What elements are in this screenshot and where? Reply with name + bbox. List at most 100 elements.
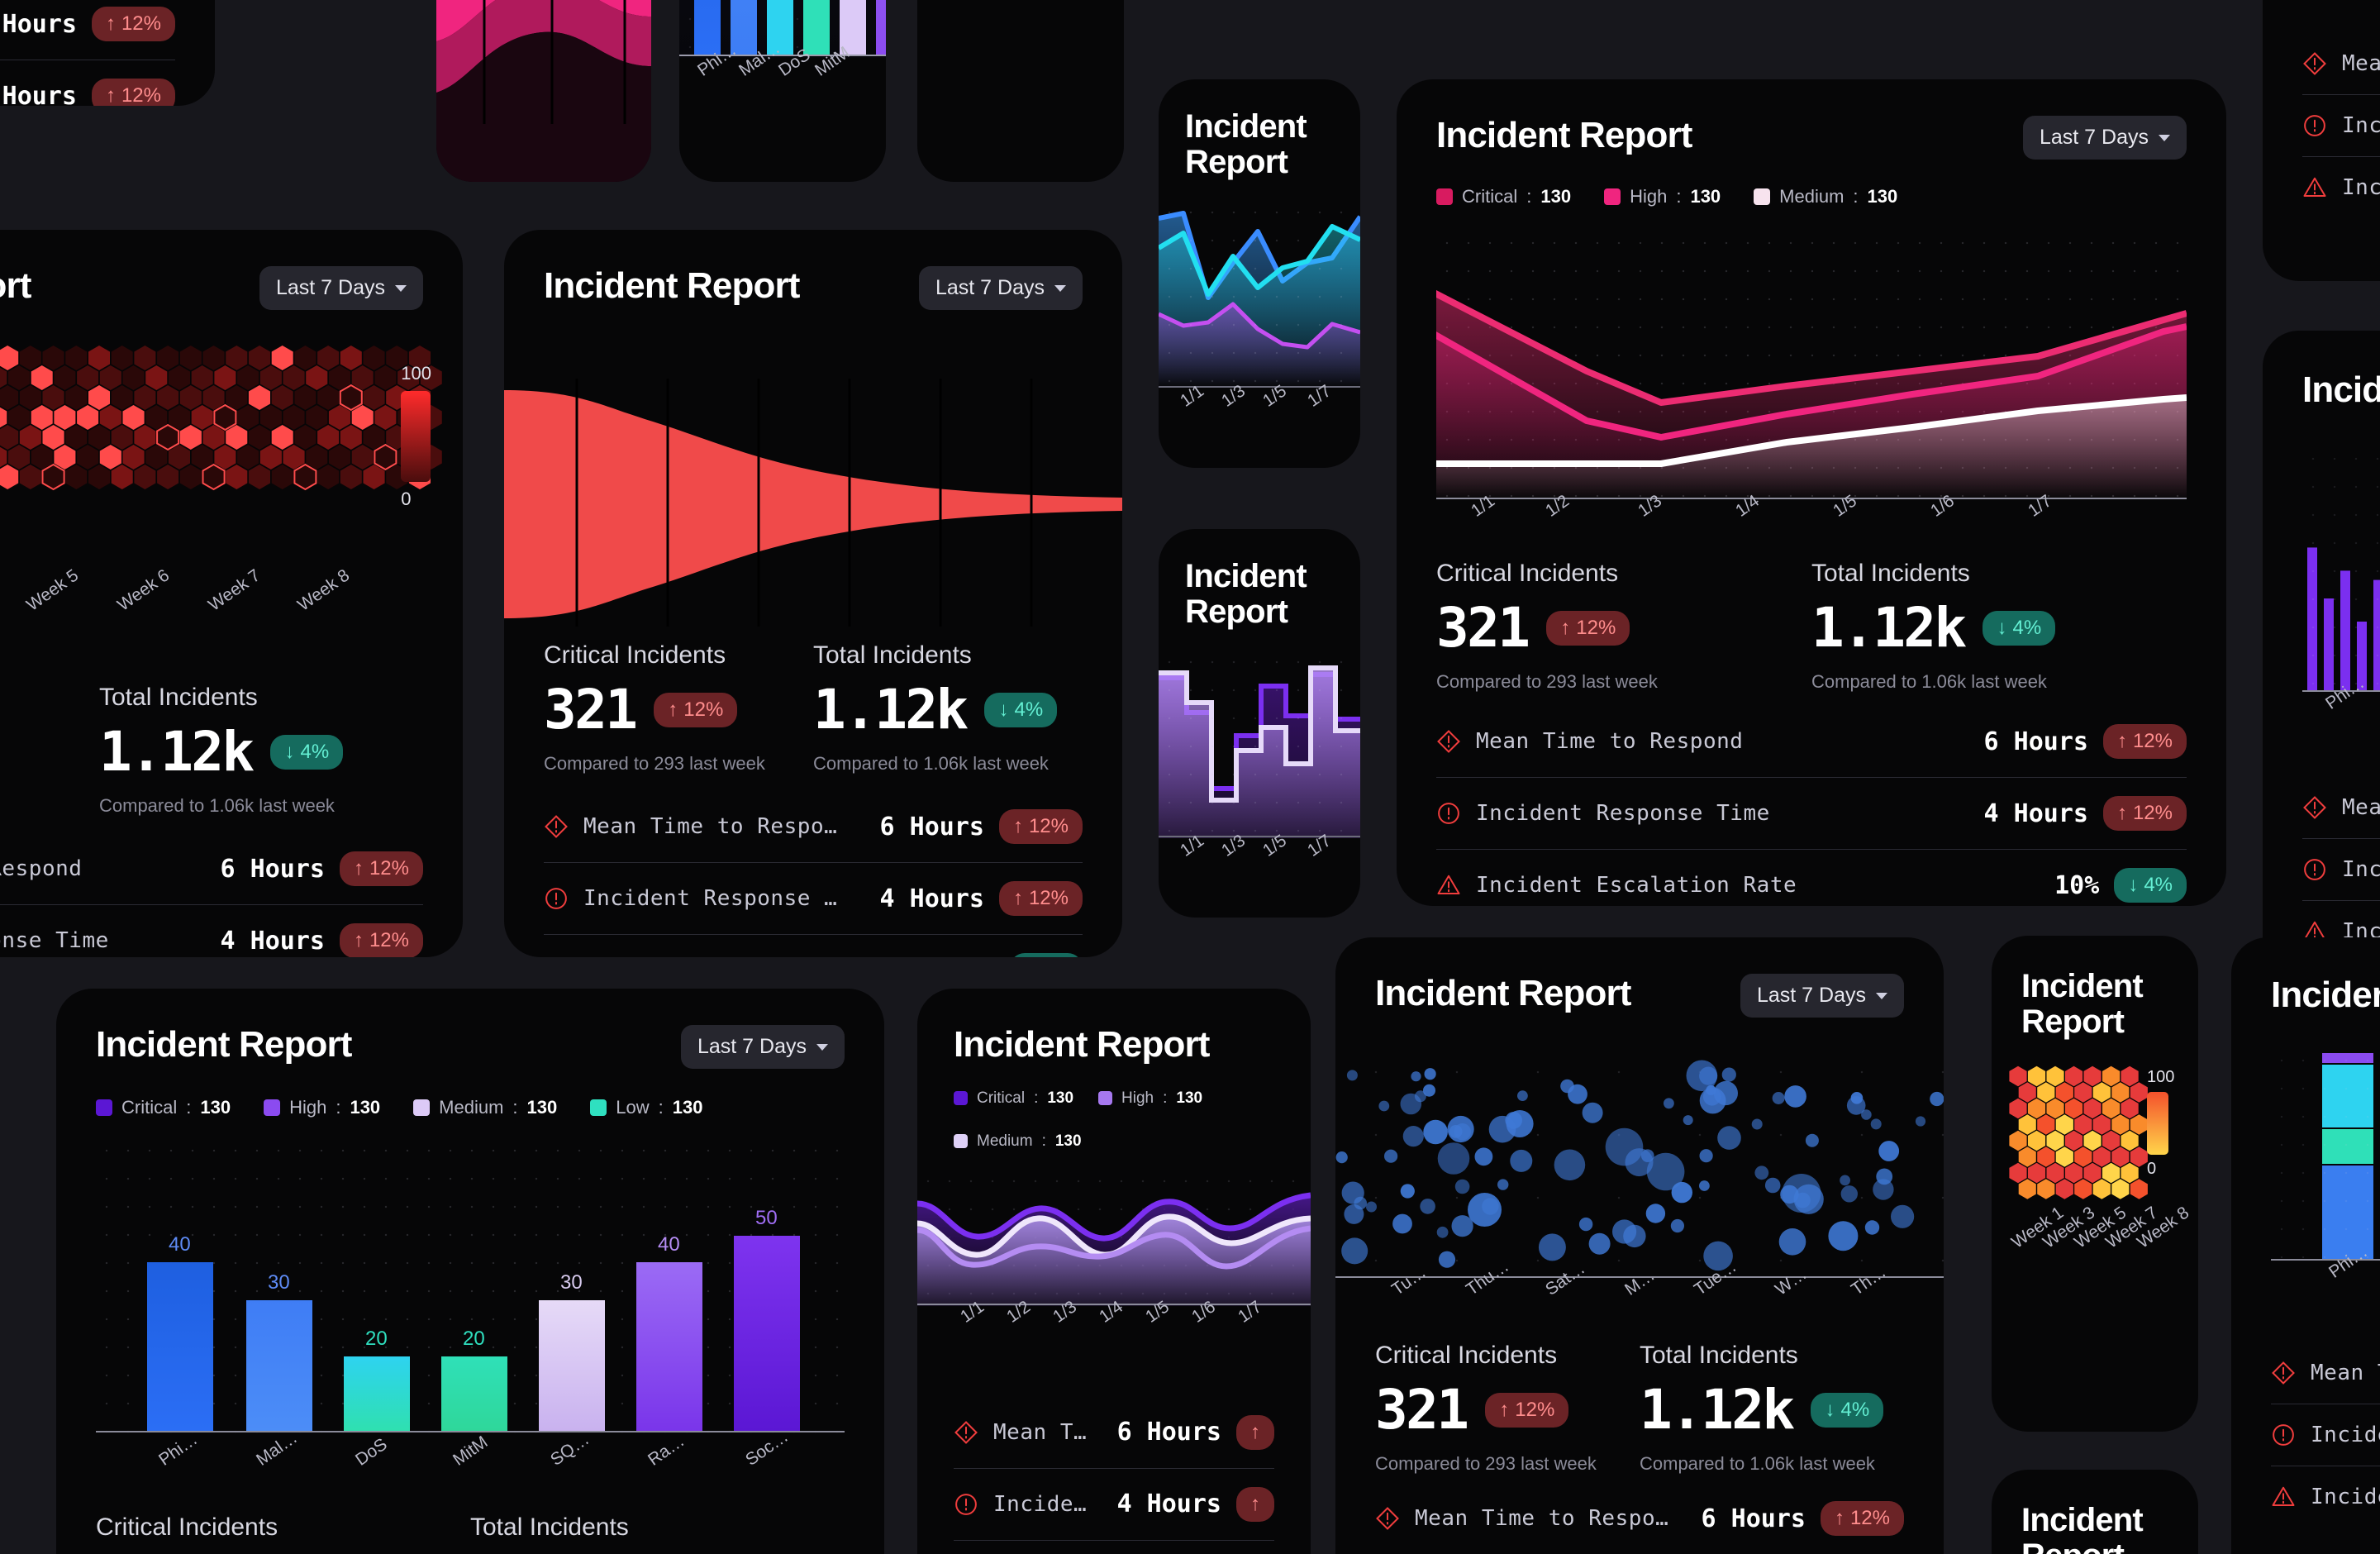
legend-swatch (1098, 1091, 1113, 1106)
kpi-badge: ↑ 12% (91, 7, 175, 41)
svg-text:20: 20 (463, 1328, 485, 1350)
kpi-row: Incident Response Time 4 Hours ↑12% (1436, 777, 2187, 849)
colorbar-max: 100 (401, 363, 431, 384)
range-select-label: Last 7 Days (935, 276, 1045, 299)
card-title: Incident Report (2021, 968, 2144, 1041)
stat-total-incidents: Total Incidents 1.12k ↓ 4% Compared to 1.… (813, 641, 1083, 775)
range-select-label: Last 7 Days (2039, 126, 2149, 149)
card-top-mini-bar: 30 20 20 30 Phi… Mal… DoS MitM (679, 0, 886, 182)
card-top-mini-heat-teal: 0 Week 1 Week 3 Week 5 Week 7 Week 8 (917, 0, 1124, 182)
kpi-badge: ↑ 12% (91, 79, 175, 106)
colorbar-min: 0 (401, 489, 412, 509)
card-title: Incident Report (96, 1024, 352, 1065)
svg-text:40: 40 (658, 1233, 680, 1256)
colorbar-min: 0 (2147, 1160, 2157, 1179)
range-select[interactable]: Last 7 Days (918, 266, 1083, 310)
card-bottom-pink: Incident Report (1992, 1470, 2198, 1554)
legend-item: Critical: 130 (954, 1089, 1073, 1108)
alert-circle-icon (955, 1493, 977, 1515)
range-select-label: Last 7 Days (697, 1035, 807, 1058)
legend-item: Medium: 130 (954, 1132, 1082, 1151)
card-title: Incident Report (1436, 115, 1692, 155)
line-chart (1159, 211, 1360, 389)
bar-chart: 40 30 20 20 30 40 50 (96, 1137, 845, 1449)
kpi-row: Mean T… (2302, 33, 2380, 94)
legend-swatch (954, 1134, 968, 1149)
range-select-label: Last 7 Days (1756, 984, 1866, 1007)
kpi-row: Incident Escalation Rate 10% ↓4% (1436, 849, 2187, 906)
kpi-value: 4 Hours (0, 81, 77, 107)
range-select[interactable]: Last 7 Days (2022, 116, 2187, 160)
alert-diamond-icon (2272, 1361, 2295, 1385)
chart-legend: Critical: 130 High: 130 Medium: 130 Low:… (96, 1097, 845, 1118)
step-area-chart (1159, 665, 1360, 839)
alert-circle-icon (2273, 1423, 2294, 1446)
range-select[interactable]: Last 7 Days (259, 266, 423, 310)
svg-text:30: 30 (268, 1271, 290, 1294)
chevron-down-icon (1054, 284, 1066, 292)
line-chart-pink (1436, 229, 2187, 500)
stream-chart-red (504, 379, 1122, 627)
range-select-label: Last 7 Days (275, 276, 385, 299)
kpi-label: Incide… (2342, 175, 2380, 200)
card-title: Incident (2302, 369, 2380, 410)
kpi-row: Mean Time to Respond 6 Hours ↑12% (1436, 706, 2187, 777)
legend-swatch (96, 1099, 112, 1116)
kpi-row: Mean Time to Respond 6 Hours ↑12% (1375, 1483, 1904, 1554)
kpi-row: Incident Response Time 4 Hours ↑12% (0, 904, 423, 957)
kpi-row: 4 Hours ↑12% (0, 60, 175, 106)
alert-circle-icon (2304, 115, 2325, 136)
legend-swatch (954, 1091, 968, 1106)
range-select[interactable]: Last 7 Days (1740, 974, 1904, 1018)
stat-value: 1.12k (99, 720, 255, 784)
legend-item: High: 130 (264, 1097, 380, 1118)
card-stream-red: Incident Report Last 7 Days Critical Inc… (504, 230, 1122, 957)
legend-item: Critical: 130 (96, 1097, 231, 1118)
stream-chart (436, 0, 651, 182)
alert-diamond-icon (545, 815, 568, 838)
alert-diamond-icon (2303, 52, 2326, 75)
stat-critical-incidents: Critical Incidents 321 ↑12% Compared to … (1375, 1342, 1597, 1474)
card-wave-purple: Incident Report Critical: 130 High: 130 … (917, 989, 1311, 1554)
legend-item: Low: 130 (590, 1097, 702, 1118)
bubble-scatter-chart (1335, 1041, 1944, 1279)
kpi-row: Mean Time to Respond 6 Hours ↑12% (0, 833, 423, 904)
kpi-row: Mean Time… (2271, 1342, 2380, 1404)
chevron-down-icon (1876, 992, 1887, 999)
colorbar (401, 391, 431, 482)
card-title: Incident Report (1185, 108, 1307, 181)
card-bar-gradient: Incident Report Last 7 Days Critical: 13… (56, 989, 884, 1554)
card-hex-heat-red: Incident Report Last 7 Days 100 0 Week 2 (0, 230, 463, 957)
chart-legend: Critical: 130 High: 130 Medium: 130 (1436, 186, 2187, 207)
legend-swatch (1436, 188, 1453, 205)
stat-badge: ↓ 4% (270, 734, 344, 770)
alert-circle-icon (545, 888, 567, 909)
kpi-row: Incident E… 10% ↓ (954, 1539, 1274, 1554)
chevron-down-icon (395, 284, 407, 292)
legend-item: Medium: 130 (413, 1097, 557, 1118)
card-hex-heat-warm: Incident Report 100 0 Week 1 Week 3 Week… (1992, 936, 2198, 1432)
kpi-row: Incident … (2271, 1465, 2380, 1528)
svg-text:50: 50 (755, 1207, 778, 1229)
kpi-row: Mean Time… 6 Hours ↑ (954, 1397, 1274, 1468)
kpi-row: 6 Hours ↑12% (0, 0, 175, 60)
card-right-stacked-bars: Incident Phi… SQ… (2231, 937, 2380, 1554)
card-title: Incident Report (2021, 1502, 2144, 1554)
card-right-partial-kpi: Mean T… Incide… Incide… (2263, 0, 2380, 281)
kpi-value: 6 Hours (0, 9, 77, 39)
stat-total-incidents: Total Incidents 1.12k ↓ 4% Compared to 1.… (1811, 560, 2187, 693)
card-mini-line-teal: Incident Report 1/1 1/3 (1159, 79, 1360, 468)
kpi-row: Incide… (2302, 94, 2380, 156)
chevron-down-icon (816, 1043, 828, 1051)
range-select[interactable]: Last 7 Days (680, 1025, 845, 1069)
wave-area-chart (917, 1166, 1311, 1306)
legend-swatch (264, 1099, 281, 1116)
alert-triangle-icon (2303, 177, 2326, 197)
colorbar-max: 100 (2147, 1068, 2175, 1087)
stat-total-incidents: Total Incidents 1.12k ↓4% (470, 1513, 629, 1554)
hex-heatmap-red (0, 346, 442, 491)
legend-swatch (1754, 188, 1771, 205)
kpi-row: Incident Response Time 4 Hours ↑12% (544, 862, 1083, 934)
legend-swatch (1604, 188, 1621, 205)
